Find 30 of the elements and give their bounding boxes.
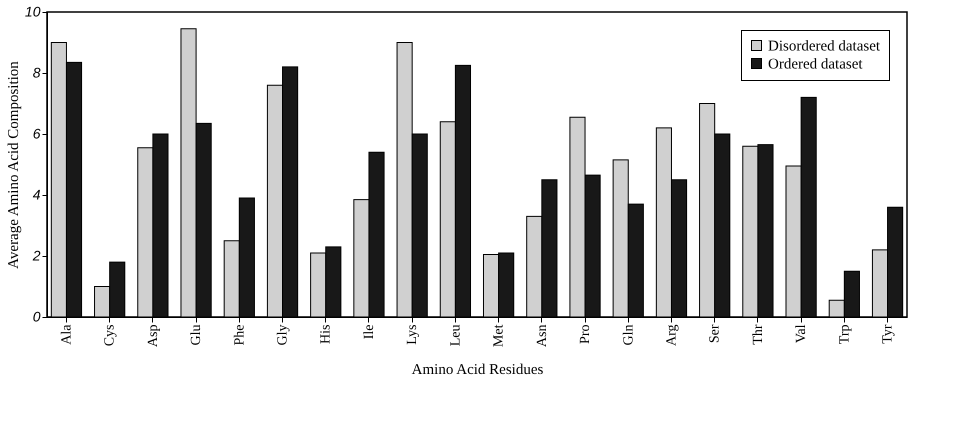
- x-tick-label: Phe: [232, 324, 248, 346]
- legend-label: Disordered dataset: [768, 38, 881, 54]
- y-tick-label: 0: [32, 308, 41, 324]
- y-tick-label: 10: [24, 4, 41, 20]
- x-axis-title: Amino Acid Residues: [412, 362, 544, 378]
- x-tick-label: Gly: [276, 324, 291, 346]
- x-tick-label: Ile: [362, 324, 377, 340]
- x-tick-label: Leu: [448, 324, 464, 346]
- x-tick-label: Val: [794, 324, 810, 344]
- x-tick-label: Ala: [59, 324, 74, 345]
- x-tick-label: Asn: [534, 324, 550, 348]
- y-tick-label: 2: [32, 248, 41, 264]
- x-tick-label: Pro: [578, 324, 594, 344]
- legend-label: Ordered dataset: [768, 56, 864, 72]
- x-tick-label: His: [318, 324, 334, 344]
- x-tick-label: Lys: [405, 324, 420, 345]
- y-axis-title: Average Amino Acid Composition: [6, 60, 22, 269]
- x-tick-label: Arg: [664, 324, 680, 346]
- x-tick-label: Tyr: [880, 324, 896, 344]
- x-tick-label: Met: [492, 324, 507, 348]
- y-tick-label: 4: [32, 186, 41, 202]
- x-tick-label: Trp: [837, 324, 852, 344]
- x-tick-label: Thr: [750, 324, 766, 345]
- x-tick-label: Glu: [189, 324, 204, 346]
- x-tick-label: Gln: [621, 324, 636, 346]
- y-tick-label: 8: [32, 64, 41, 80]
- y-tick-label: 6: [32, 126, 41, 142]
- x-tick-label: Ser: [708, 324, 723, 344]
- x-tick-label: Cys: [102, 324, 118, 346]
- x-tick-label: Asp: [146, 324, 161, 348]
